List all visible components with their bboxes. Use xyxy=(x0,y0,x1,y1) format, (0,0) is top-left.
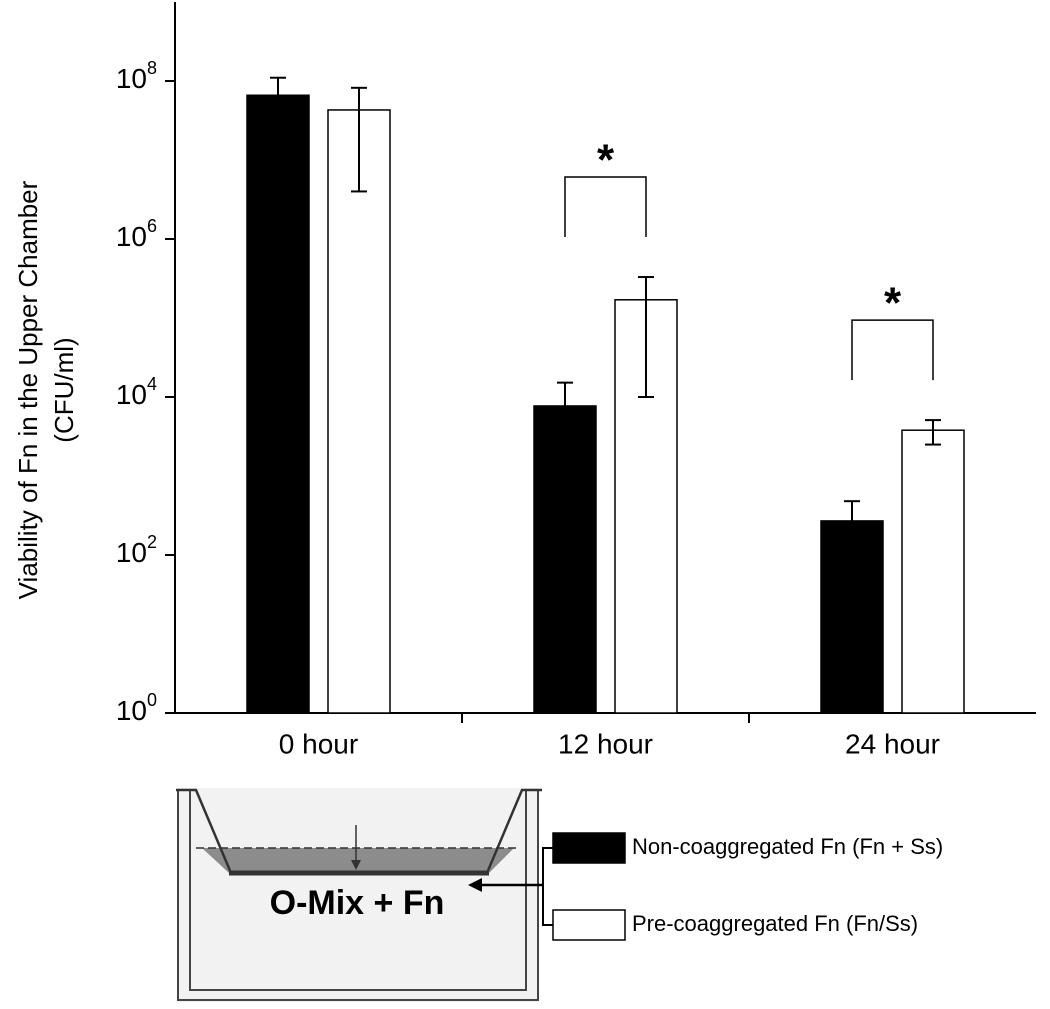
significance-bracket xyxy=(564,176,647,238)
down-arrow-head xyxy=(351,860,361,870)
x-tick-label: 0 hour xyxy=(279,728,358,759)
legend-label: Non-coaggregated Fn (Fn + Ss) xyxy=(632,834,943,859)
y-axis-unit: (CFU/ml) xyxy=(49,337,79,442)
error-bar xyxy=(638,276,654,398)
y-tick-label: 108 xyxy=(116,58,157,95)
x-tick-label: 24 hour xyxy=(845,728,940,759)
y-tick-label: 102 xyxy=(116,532,157,569)
bar xyxy=(327,109,391,714)
well-outer xyxy=(177,790,539,1001)
bar xyxy=(246,94,310,714)
significance-star: * xyxy=(884,279,902,328)
well-inner xyxy=(189,790,527,991)
x-tick-label: 12 hour xyxy=(558,728,653,759)
arrow-head xyxy=(468,878,482,892)
y-tick-label: 106 xyxy=(116,216,157,253)
legend-label: Pre-coaggregated Fn (Fn/Ss) xyxy=(632,911,918,936)
error-bar xyxy=(557,381,573,533)
error-bar xyxy=(844,500,860,574)
y-tick-label: 104 xyxy=(116,374,157,411)
diagram-background xyxy=(178,788,538,1002)
y-tick-label: 100 xyxy=(116,690,157,727)
significance-bracket xyxy=(851,319,934,381)
error-bar xyxy=(351,86,367,193)
diagram-label: O-Mix + Fn xyxy=(270,884,445,922)
legend-swatch xyxy=(552,832,626,864)
error-bar xyxy=(270,76,286,134)
y-axis-label: Viability of Fn in the Upper Chamber (CF… xyxy=(13,180,79,599)
error-bar xyxy=(925,419,941,446)
legend-swatch xyxy=(552,909,626,941)
y-axis-title: Viability of Fn in the Upper Chamber xyxy=(13,180,43,599)
legend-bracket xyxy=(542,847,553,926)
bar xyxy=(901,429,965,714)
significance-star: * xyxy=(597,136,615,185)
well-diagram: O-Mix + Fn xyxy=(176,788,553,1002)
